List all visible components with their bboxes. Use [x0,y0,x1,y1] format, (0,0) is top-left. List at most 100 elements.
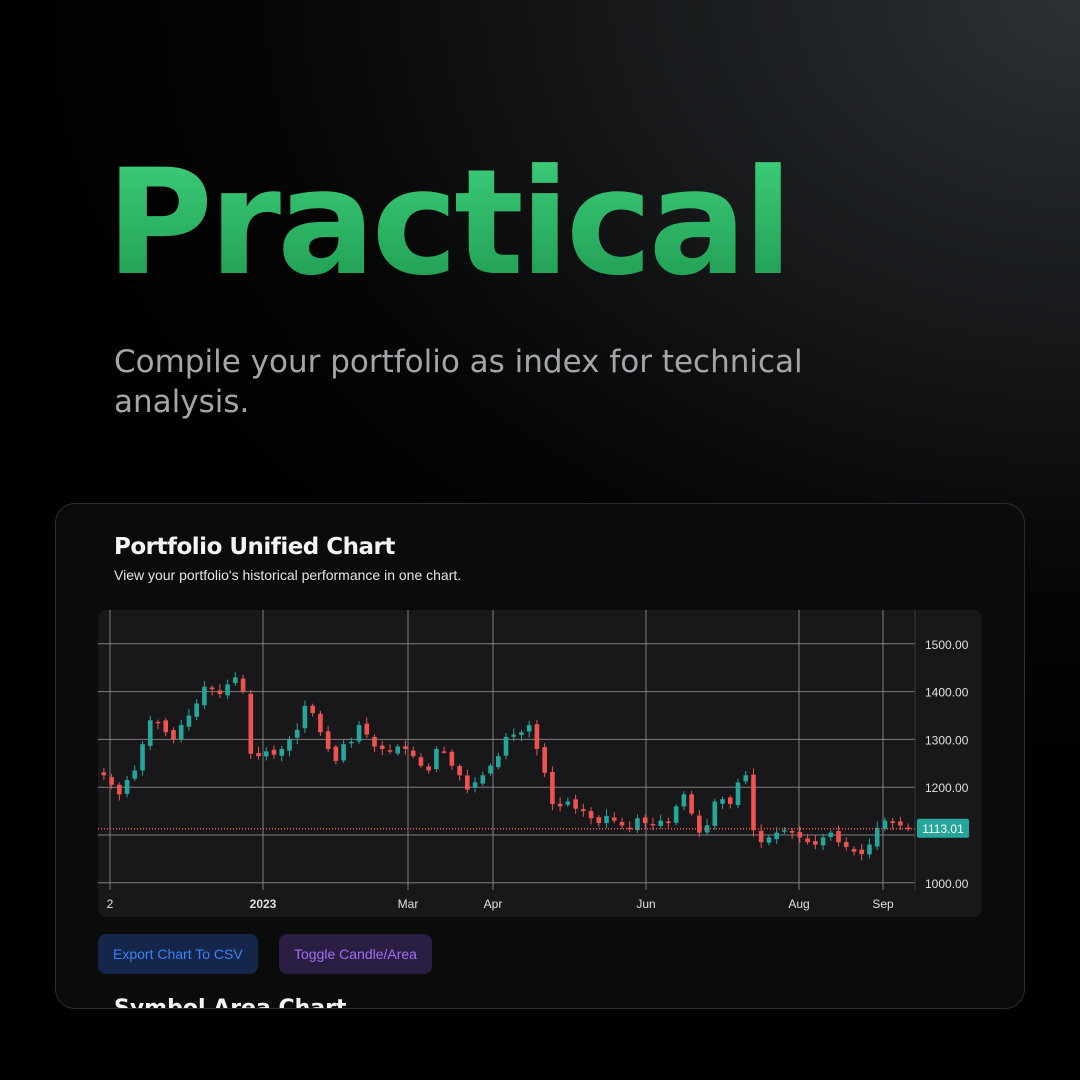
candle [604,809,609,829]
chart-canvas[interactable]: 1500.00 1400.00 1300.00 1200.00 1000.00 2 2023… [98,610,982,917]
candle [240,674,246,694]
export-csv-button[interactable]: Export Chart To CSV [98,934,258,974]
candle [495,752,501,770]
candle [225,679,230,700]
candle [534,720,540,756]
candle [735,778,741,809]
candle [813,834,818,850]
candle [117,782,122,801]
x-tick-label: Apr [484,897,503,911]
portfolio-chart-card: Portfolio Unified Chart View your portfo… [55,503,1025,1009]
y-tick-label: 1400.00 [925,686,969,700]
candle [302,700,308,734]
candle [333,744,339,765]
candle [356,720,362,744]
toggle-candle-area-button[interactable]: Toggle Candle/Area [279,934,432,974]
candle [349,737,354,748]
candle [217,684,223,699]
candle [403,740,408,755]
x-tick-label: Aug [788,897,809,911]
card-title: Portfolio Unified Chart [114,534,395,560]
candle [202,681,207,709]
candle [550,766,555,811]
x-tick-label: Sep [872,897,894,911]
candle [782,826,787,834]
candle [689,790,694,816]
candle [341,740,346,763]
candle [766,835,772,846]
candle [233,672,238,686]
candle [147,715,153,751]
candle [418,752,424,768]
candle [426,763,431,774]
candle [898,816,903,830]
candle [573,794,578,814]
y-tick-label: 1300.00 [925,733,969,747]
candle [774,827,779,844]
candle [673,804,679,826]
candle [109,774,114,789]
candle [194,699,199,721]
candle [727,795,733,809]
candle [511,728,517,742]
candle [465,770,470,794]
candle [256,746,261,760]
candle [789,828,795,839]
candle [372,734,377,752]
candle [820,833,826,850]
x-tick-label: Jun [636,897,655,911]
candle [410,746,416,759]
symbol-area-chart-title: Symbol Area Chart [114,996,347,1009]
candle [905,823,911,832]
candle [325,725,331,753]
y-tick-label: 1500.00 [925,638,969,652]
headline: Practical [106,138,793,308]
candle [310,703,315,717]
candle [503,732,509,760]
candle [557,797,563,812]
candle [851,846,857,856]
candle [805,833,810,845]
candle [697,810,702,837]
candles [101,672,911,861]
card-subtitle: View your portfolio's historical perform… [114,567,462,583]
x-tick-label: 2023 [250,897,277,911]
candle [581,803,586,817]
candle [890,817,895,830]
candle [449,749,455,770]
axes: 1500.00 1400.00 1300.00 1200.00 1000.00 2 2023… [98,610,969,911]
candle [596,815,602,827]
candle [650,817,656,831]
candle [519,729,524,742]
candlestick-chart[interactable]: 1500.00 1400.00 1300.00 1200.00 1000.00 2 2023… [98,610,982,917]
candle [101,768,107,780]
candle [658,814,663,829]
candle [178,719,184,743]
candle [163,717,169,737]
candle [480,771,486,786]
candle [294,723,300,745]
candle [681,791,687,811]
candle [836,825,841,847]
last-price-tag [917,818,969,838]
y-tick-label: 1000.00 [925,877,969,891]
candle [209,685,215,696]
candle [379,740,385,756]
candle [797,826,803,843]
candle [263,747,269,761]
candle [140,741,145,776]
candle [712,798,718,830]
candle [859,844,865,861]
candle [611,812,617,824]
candle [441,746,447,754]
candle [387,744,393,755]
candle [666,817,671,830]
candle [588,807,594,825]
candle [124,776,130,798]
candle [318,710,323,737]
candle [704,819,710,835]
candle [488,763,493,776]
candle [186,708,192,731]
candle [751,768,756,837]
grid [98,610,915,890]
